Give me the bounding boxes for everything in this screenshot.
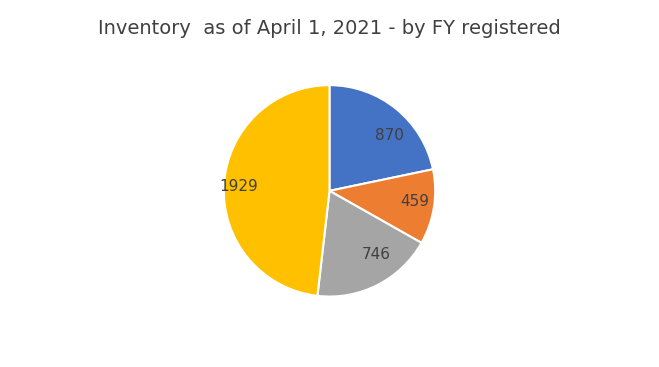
Text: 870: 870 (375, 128, 404, 142)
Wedge shape (330, 85, 433, 191)
Text: 746: 746 (362, 247, 391, 262)
Wedge shape (330, 169, 435, 243)
Wedge shape (224, 85, 330, 296)
Text: 459: 459 (401, 195, 430, 210)
Text: 1929: 1929 (219, 179, 258, 194)
Wedge shape (318, 191, 422, 297)
Title: Inventory  as of April 1, 2021 - by FY registered: Inventory as of April 1, 2021 - by FY re… (98, 19, 561, 38)
